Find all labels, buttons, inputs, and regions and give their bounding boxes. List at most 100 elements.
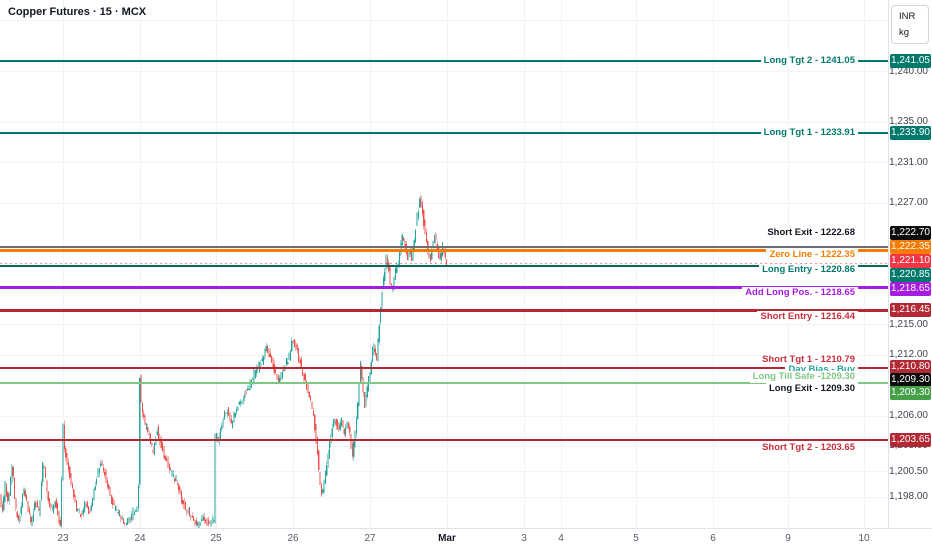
horizontal-gridline xyxy=(0,71,888,73)
candle xyxy=(238,400,240,406)
candle xyxy=(81,511,83,519)
candle xyxy=(197,521,199,526)
level-label-long-exit[interactable]: Long Exit - 1209.30 xyxy=(765,383,858,395)
level-line-short-entry[interactable] xyxy=(0,308,888,312)
candle xyxy=(384,268,386,286)
level-line-long-tgt-2[interactable] xyxy=(0,59,888,62)
candle xyxy=(362,377,364,397)
candle xyxy=(425,228,427,244)
candle xyxy=(136,506,138,513)
candle xyxy=(214,433,216,524)
candle xyxy=(210,520,212,527)
level-line-short-tgt-1[interactable] xyxy=(0,366,888,369)
candle xyxy=(280,372,282,380)
candle xyxy=(163,446,165,459)
candle xyxy=(145,422,148,431)
candle xyxy=(171,469,173,477)
horizontal-gridline xyxy=(0,324,888,326)
level-label-zero-line[interactable]: Zero Line - 1222.35 xyxy=(766,249,858,261)
candle xyxy=(287,357,289,366)
candle xyxy=(24,488,26,499)
candle xyxy=(109,486,111,496)
level-line-add-long-pos[interactable] xyxy=(0,286,888,290)
candle xyxy=(55,497,57,509)
candle xyxy=(398,248,401,268)
candle xyxy=(229,411,231,422)
price-tick-label: 1,212.00 xyxy=(889,349,928,361)
level-line-long-till-safe[interactable] xyxy=(0,381,888,384)
candle xyxy=(271,355,273,364)
candle xyxy=(100,459,102,468)
price-badge-short-tgt-1: 1,210.80 xyxy=(890,360,931,374)
candle xyxy=(297,347,300,363)
candle xyxy=(108,482,110,492)
candle xyxy=(406,250,409,261)
horizontal-gridline xyxy=(0,445,888,447)
candle xyxy=(211,514,213,525)
candle xyxy=(61,475,63,528)
level-label-add-long-pos[interactable]: Add Long Pos. - 1218.65 xyxy=(742,287,858,299)
candle xyxy=(357,402,359,421)
level-label-short-exit[interactable]: Short Exit - 1222.68 xyxy=(764,227,858,239)
price-badge-short-tgt-2: 1,203.65 xyxy=(890,433,931,447)
candle xyxy=(63,420,65,453)
vertical-gridline xyxy=(216,0,217,528)
candle xyxy=(17,514,20,522)
vertical-gridline xyxy=(63,0,64,528)
candle xyxy=(248,385,250,391)
candle xyxy=(102,464,104,474)
candle xyxy=(268,348,270,357)
level-label-long-till-safe[interactable]: Long Till Safe -1209.30 xyxy=(749,371,858,383)
candle xyxy=(140,374,142,403)
candle xyxy=(5,483,8,497)
level-label-long-tgt-2[interactable]: Long Tgt 2 - 1241.05 xyxy=(760,55,858,67)
candle xyxy=(303,372,305,382)
candle xyxy=(378,323,380,345)
vertical-gridline xyxy=(447,0,448,528)
candle xyxy=(240,399,242,407)
horizontal-gridline xyxy=(0,121,888,123)
candle xyxy=(267,345,269,354)
price-badge-short-entry: 1,216.45 xyxy=(890,303,931,317)
candle xyxy=(405,241,407,256)
candle xyxy=(168,462,170,474)
candle xyxy=(285,358,288,366)
level-label-short-entry[interactable]: Short Entry - 1216.44 xyxy=(757,311,858,323)
candle xyxy=(121,515,123,521)
level-line-short-exit[interactable] xyxy=(0,246,888,249)
candle xyxy=(110,495,113,505)
level-label-short-tgt-1[interactable]: Short Tgt 1 - 1210.79 xyxy=(759,354,858,366)
level-line-long-tgt-1[interactable] xyxy=(0,132,888,135)
time-axis[interactable]: 23 24 25 26 27 Mar 3 4 5 6 9 10 xyxy=(0,528,932,550)
time-tick-label: 9 xyxy=(785,533,791,544)
candle xyxy=(359,360,362,382)
candle xyxy=(249,379,251,391)
candle xyxy=(223,410,226,420)
candle xyxy=(69,465,71,480)
candle xyxy=(178,482,180,495)
level-line-short-tgt-2[interactable] xyxy=(0,438,888,441)
candle xyxy=(13,477,16,499)
candle xyxy=(30,513,32,525)
level-line-long-entry[interactable] xyxy=(0,264,888,267)
level-label-long-entry[interactable]: Long Entry - 1220.86 xyxy=(759,264,858,276)
candle xyxy=(260,360,262,368)
vertical-gridline xyxy=(561,0,562,528)
candle xyxy=(310,394,312,403)
price-badge-long-till-safe: 1,209.30 xyxy=(890,373,931,387)
candle xyxy=(233,411,235,423)
candle xyxy=(361,363,363,382)
chart-legend-title[interactable]: Copper Futures · 15 · MCX xyxy=(8,6,147,18)
horizontal-gridline xyxy=(0,415,888,417)
price-axis[interactable]: 1,240.00 1,235.00 1,231.00 1,227.00 1,215.00… xyxy=(888,0,932,528)
time-tick-label: 4 xyxy=(558,533,564,544)
level-line-zero-line[interactable] xyxy=(0,248,888,252)
candle xyxy=(232,420,234,429)
candle xyxy=(48,497,51,508)
level-label-long-tgt-1[interactable]: Long Tgt 1 - 1233.91 xyxy=(760,127,858,139)
chart-pane[interactable]: Long Tgt 2 - 1241.05 Long Tgt 1 - 1233.91… xyxy=(0,0,888,528)
level-label-short-tgt-2[interactable]: Short Tgt 2 - 1203.65 xyxy=(759,442,858,454)
price-tick-label: 1,235.00 xyxy=(889,116,928,128)
candle xyxy=(213,516,215,524)
candle xyxy=(265,343,267,353)
